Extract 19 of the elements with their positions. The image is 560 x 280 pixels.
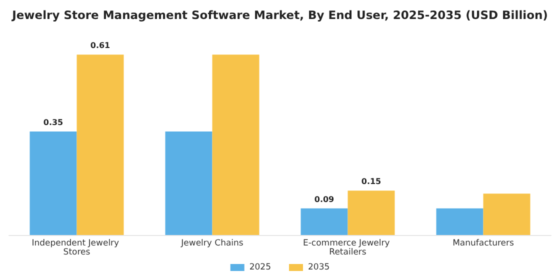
data-label: 0.09 xyxy=(314,194,335,204)
data-label: 0.15 xyxy=(361,177,382,186)
data-label: 0.61 xyxy=(90,41,111,50)
bar xyxy=(212,54,260,235)
bar xyxy=(76,54,124,235)
bar xyxy=(348,190,395,235)
bar xyxy=(483,194,530,235)
x-tick-label: Independent Jewelry Stores xyxy=(32,238,122,258)
bar xyxy=(30,132,77,235)
data-label: 0.35 xyxy=(43,118,64,127)
chart-title: Jewelry Store Management Software Market, By End User, 2025-2035 (USD Billion) xyxy=(11,8,548,22)
bar xyxy=(165,132,212,235)
legend-label: 2025 xyxy=(249,262,272,272)
x-tick-label: Manufacturers xyxy=(452,238,515,248)
x-tick-label: E-commerce Jewelry Retailers xyxy=(302,238,393,258)
bar xyxy=(300,208,348,235)
bar xyxy=(436,208,484,235)
legend-label: 2035 xyxy=(308,262,330,272)
x-tick-label: Jewelry Chains xyxy=(180,238,244,248)
